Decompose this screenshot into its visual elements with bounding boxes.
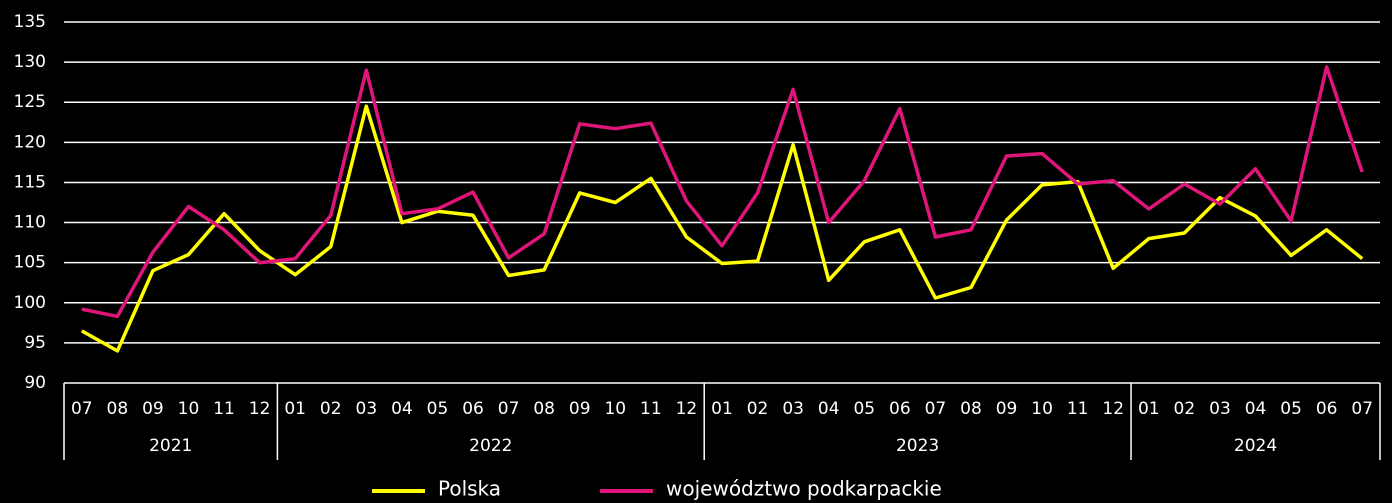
y-tick-label: 90 [24, 373, 46, 393]
x-tick-label: 10 [178, 399, 200, 419]
x-tick-label: 05 [853, 399, 875, 419]
y-tick-label: 125 [14, 92, 46, 112]
x-tick-label: 08 [533, 399, 555, 419]
y-tick-label: 105 [14, 253, 46, 273]
x-group-label: 2023 [896, 436, 939, 456]
x-tick-label: 01 [711, 399, 733, 419]
x-tick-label: 04 [1245, 399, 1267, 419]
x-tick-label: 10 [1031, 399, 1053, 419]
x-tick-label: 07 [498, 399, 520, 419]
y-tick-label: 135 [14, 12, 46, 32]
x-tick-label: 03 [782, 399, 804, 419]
x-tick-label: 04 [818, 399, 840, 419]
series-line [80, 104, 1364, 353]
legend-label: województwo podkarpackie [666, 477, 942, 501]
x-tick-label: 07 [1351, 399, 1373, 419]
y-tick-label: 100 [14, 293, 46, 313]
x-tick-label: 02 [1174, 399, 1196, 419]
x-tick-label: 05 [427, 399, 449, 419]
x-tick-label: 02 [320, 399, 342, 419]
y-tick-label: 120 [14, 132, 46, 152]
x-tick-label: 01 [1138, 399, 1160, 419]
x-tick-label: 01 [284, 399, 306, 419]
x-tick-label: 02 [747, 399, 769, 419]
x-tick-label: 04 [391, 399, 413, 419]
x-tick-label: 06 [889, 399, 911, 419]
x-tick-label: 11 [640, 399, 662, 419]
x-tick-label: 06 [462, 399, 484, 419]
x-group-label: 2021 [149, 436, 192, 456]
x-tick-label: 10 [604, 399, 626, 419]
x-tick-label: 08 [107, 399, 129, 419]
x-tick-label: 06 [1316, 399, 1338, 419]
x-tick-label: 03 [1209, 399, 1231, 419]
y-tick-label: 130 [14, 52, 46, 72]
x-group-label: 2022 [469, 436, 512, 456]
x-tick-label: 12 [1102, 399, 1124, 419]
x-tick-label: 12 [249, 399, 271, 419]
x-tick-label: 09 [569, 399, 591, 419]
y-tick-label: 115 [14, 172, 46, 192]
y-tick-label: 95 [24, 333, 46, 353]
legend-label: Polska [438, 477, 501, 501]
series-line [81, 65, 1364, 319]
x-tick-label: 09 [142, 399, 164, 419]
x-tick-label: 09 [996, 399, 1018, 419]
x-tick-label: 11 [1067, 399, 1089, 419]
x-group-label: 2024 [1234, 436, 1277, 456]
x-tick-label: 07 [71, 399, 93, 419]
x-tick-label: 08 [960, 399, 982, 419]
y-tick-label: 110 [14, 213, 46, 233]
x-tick-label: 12 [676, 399, 698, 419]
x-tick-label: 03 [356, 399, 378, 419]
x-tick-label: 07 [925, 399, 947, 419]
x-tick-label: 05 [1280, 399, 1302, 419]
x-tick-label: 11 [213, 399, 235, 419]
